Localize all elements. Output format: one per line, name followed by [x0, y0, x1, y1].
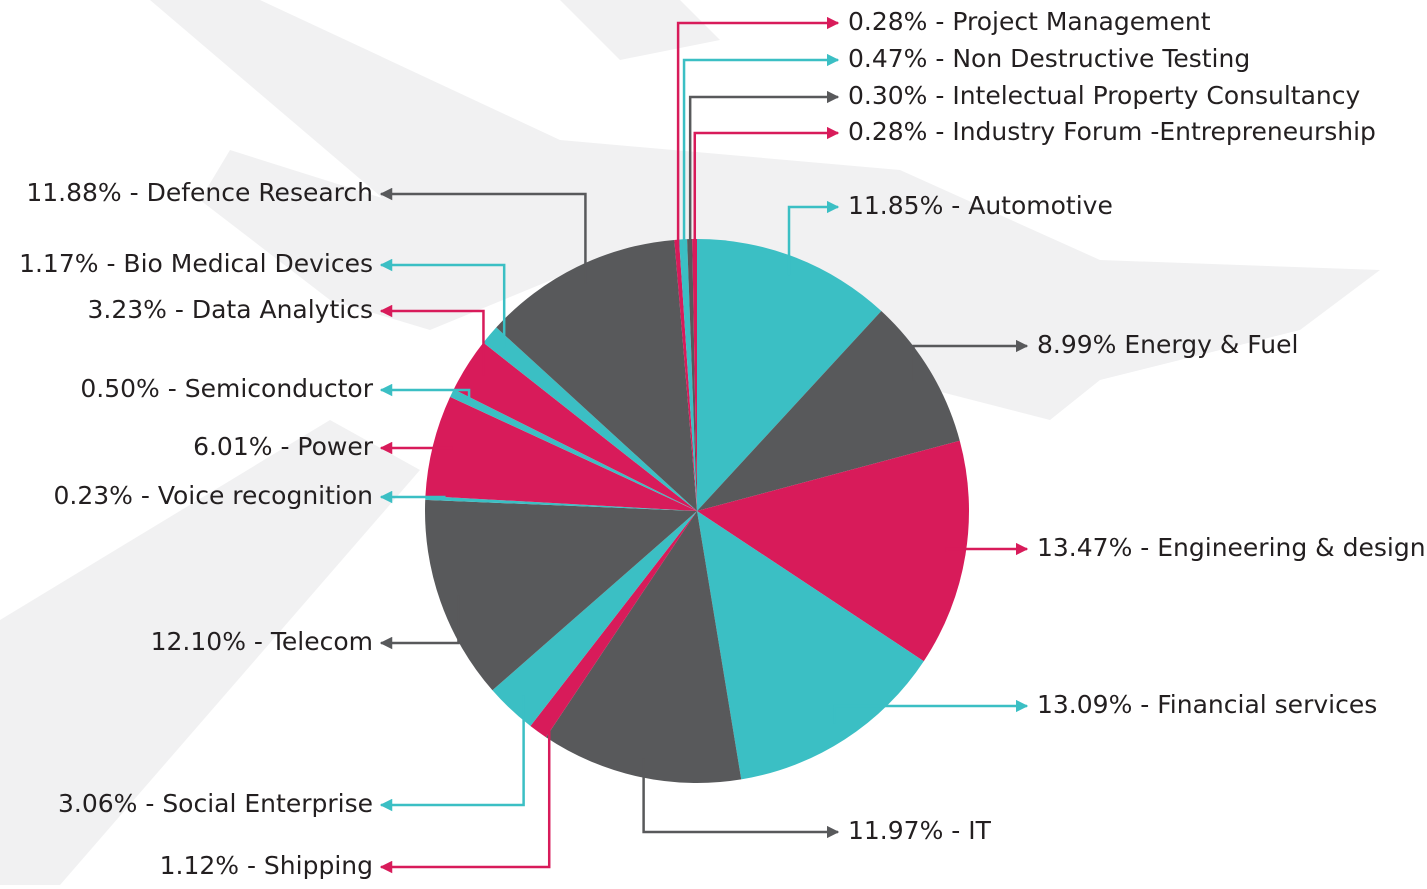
slice-label: 8.99% Energy & Fuel	[1037, 330, 1298, 359]
pie	[425, 239, 969, 783]
slice-label: 0.47% - Non Destructive Testing	[848, 44, 1250, 73]
slice-label: 12.10% - Telecom	[151, 627, 373, 656]
background-shape	[560, 0, 720, 60]
slice-label: 11.85% - Automotive	[848, 191, 1113, 220]
slice-label: 1.12% - Shipping	[160, 851, 373, 880]
slice-label: 6.01% - Power	[193, 432, 374, 461]
slice-label: 3.23% - Data Analytics	[88, 295, 374, 324]
slice-label: 11.97% - IT	[848, 816, 992, 845]
chart: 11.85% - Automotive 8.99% Energy & Fuel 13…	[0, 0, 1427, 885]
slice-label: 0.50% - Semiconductor	[80, 374, 373, 403]
slice-label: 13.47% - Engineering & design	[1037, 533, 1426, 562]
slice-label: 13.09% - Financial services	[1037, 690, 1377, 719]
slice-label: 11.88% - Defence Research	[26, 178, 373, 207]
slice-label: 0.23% - Voice recognition	[53, 481, 373, 510]
slice-label: 1.17% - Bio Medical Devices	[19, 249, 373, 278]
leader-line	[381, 695, 524, 805]
slice-label: 0.28% - Industry Forum -Entrepreneurship	[848, 117, 1376, 146]
slice-label: 0.28% - Project Management	[848, 7, 1211, 36]
slice-label: 0.30% - Intelectual Property Consultancy	[848, 81, 1361, 110]
slice-label: 3.06% - Social Enterprise	[58, 789, 373, 818]
